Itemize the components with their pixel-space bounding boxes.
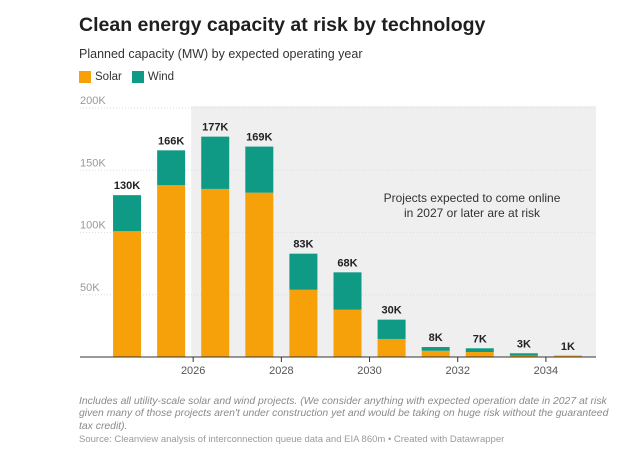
total-label-2035: 1K [561, 341, 575, 353]
total-label-2028: 169K [246, 132, 272, 144]
total-label-2025: 130K [114, 180, 140, 192]
bar-solar-2034 [509, 355, 538, 357]
legend-swatch-wind [131, 71, 144, 83]
legend-item-solar: Solar [79, 71, 122, 83]
legend-item-wind: Wind [131, 71, 175, 83]
bar-wind-2033 [465, 348, 494, 353]
chart-title: Clean energy capacity at risk by technol… [79, 14, 486, 36]
chart-source: Source: Cleanview analysis of interconne… [79, 434, 505, 445]
bar-wind-2030 [333, 272, 362, 310]
chart-note: Includes all utility-scale solar and win… [79, 396, 609, 432]
bar-solar-2032 [421, 350, 450, 357]
x-tick-label: 2030 [357, 365, 381, 377]
legend-label-solar: Solar [95, 71, 122, 83]
total-label-2032: 8K [429, 332, 443, 344]
y-tick-label: 50K [80, 282, 100, 294]
bar-wind-2025 [113, 195, 142, 232]
bar-solar-2030 [333, 309, 362, 357]
bar-solar-2031 [377, 338, 406, 357]
bar-solar-2033 [465, 352, 494, 357]
bar-wind-2032 [421, 347, 450, 351]
total-label-2029: 83K [293, 239, 313, 251]
x-tick-label: 2032 [445, 365, 469, 377]
risk-annotation-line: Projects expected to come online [384, 191, 561, 205]
bar-wind-2029 [289, 253, 318, 290]
total-label-2033: 7K [473, 333, 487, 345]
bar-solar-2026 [157, 185, 186, 357]
x-tick-label: 2026 [181, 365, 205, 377]
x-tick-label: 2034 [534, 365, 558, 377]
legend: Solar Wind [79, 71, 184, 83]
risk-annotation: Projects expected to come online in 2027 … [384, 191, 561, 220]
legend-swatch-solar [79, 71, 91, 83]
bar-wind-2026 [157, 150, 186, 186]
total-label-2030: 68K [337, 257, 357, 269]
bar-wind-2034 [509, 353, 538, 356]
stacked-bar-chart: 50K 100K 150K 200K 130K 166K 177K 169K 83K 68K 30K… [80, 95, 596, 377]
y-tick-label: 100K [80, 220, 106, 232]
bar-solar-2027 [201, 188, 230, 357]
bar-solar-2025 [113, 231, 142, 357]
total-label-2027: 177K [202, 122, 228, 134]
bar-wind-2027 [201, 136, 230, 189]
y-tick-label: 200K [80, 95, 106, 107]
x-tick-label: 2028 [269, 365, 293, 377]
total-label-2031: 30K [381, 305, 401, 317]
bar-wind-2031 [377, 319, 406, 339]
risk-annotation-line: in 2027 or later are at risk [404, 206, 541, 220]
total-label-2034: 3K [517, 338, 531, 350]
bar-solar-2029 [289, 289, 318, 357]
y-tick-label: 150K [80, 157, 106, 169]
total-label-2026: 166K [158, 135, 184, 147]
chart-subtitle: Planned capacity (MW) by expected operat… [79, 47, 363, 61]
bar-solar-2028 [245, 192, 274, 357]
bar-wind-2028 [245, 146, 274, 193]
legend-label-wind: Wind [147, 71, 175, 83]
